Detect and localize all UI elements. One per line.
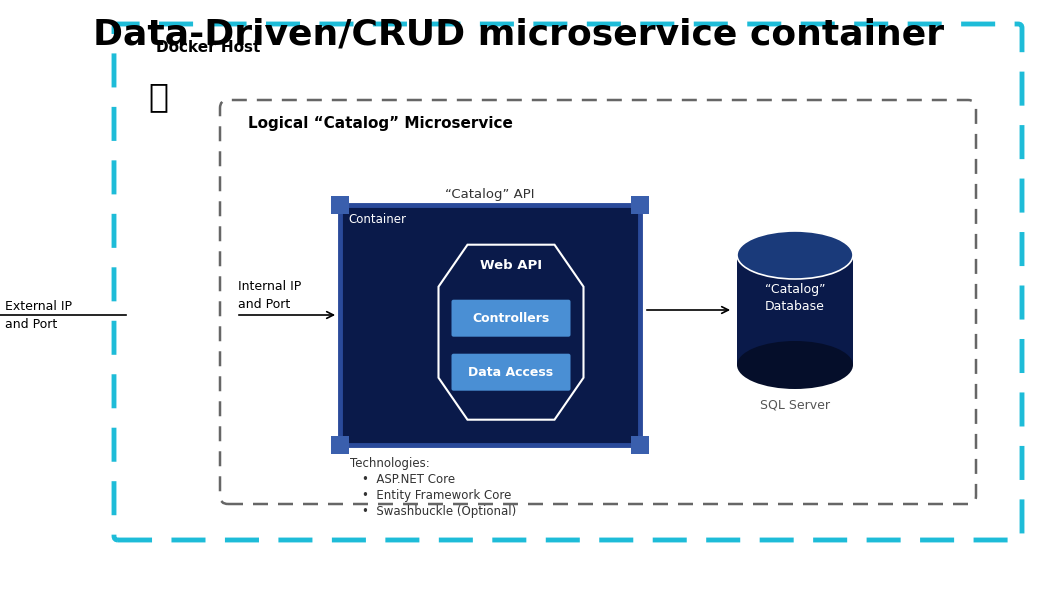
Polygon shape (439, 244, 584, 420)
Text: “Catalog” API: “Catalog” API (445, 188, 535, 201)
Text: Logical “Catalog” Microservice: Logical “Catalog” Microservice (248, 116, 513, 131)
Text: SQL Server: SQL Server (760, 399, 830, 412)
FancyBboxPatch shape (331, 436, 349, 454)
FancyBboxPatch shape (630, 196, 649, 214)
Text: External IP
and Port: External IP and Port (5, 299, 72, 330)
Text: Data-Driven/CRUD microservice container: Data-Driven/CRUD microservice container (93, 18, 944, 52)
Ellipse shape (737, 231, 853, 279)
FancyBboxPatch shape (451, 300, 570, 337)
Text: Web API: Web API (480, 259, 542, 272)
Text: 🐳: 🐳 (148, 80, 168, 113)
FancyBboxPatch shape (340, 205, 640, 445)
Text: •  Swashbuckle (Optional): • Swashbuckle (Optional) (362, 505, 516, 518)
FancyBboxPatch shape (451, 354, 570, 391)
Ellipse shape (737, 341, 853, 389)
Text: •  ASP.NET Core: • ASP.NET Core (362, 473, 455, 486)
Text: Controllers: Controllers (473, 312, 550, 325)
Text: Internal IP
and Port: Internal IP and Port (239, 280, 302, 310)
FancyBboxPatch shape (630, 436, 649, 454)
Text: •  Entity Framework Core: • Entity Framework Core (362, 489, 511, 502)
Text: Technologies:: Technologies: (351, 457, 429, 470)
Text: Docker Host: Docker Host (156, 40, 260, 55)
Text: Data Access: Data Access (469, 366, 554, 379)
Text: “Catalog”
Database: “Catalog” Database (764, 283, 825, 313)
Text: Container: Container (348, 213, 407, 226)
FancyBboxPatch shape (737, 255, 853, 365)
FancyBboxPatch shape (331, 196, 349, 214)
